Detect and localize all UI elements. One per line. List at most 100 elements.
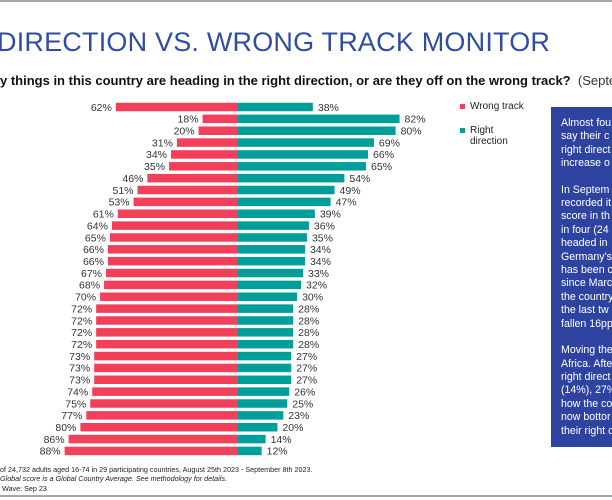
question-text: y things in this country are heading in … [0,73,571,88]
label-right-direction: 82% [405,114,426,126]
bar-wrong-track [100,292,238,302]
bar-wrong-track [96,316,238,325]
bar-right-direction [238,422,278,432]
commentary-line: score in th [561,210,610,223]
bar-wrong-track [107,245,238,254]
commentary-line: now bottor [561,411,611,424]
label-wrong-track: 61% [93,209,114,221]
bar-right-direction [238,339,294,349]
bar-wrong-track [137,185,238,195]
label-right-direction: 28% [298,315,319,327]
label-wrong-track: 77% [61,410,82,422]
label-wrong-track: 35% [144,161,165,173]
bar-wrong-track [117,209,238,218]
bar-right-direction [238,197,331,207]
bar-wrong-track [107,256,238,266]
commentary-line: Almost fou [561,117,612,129]
legend-label-right-1: Right [470,125,494,136]
footnote-wave: Wave: Sep 23 [2,484,47,493]
label-right-direction: 20% [282,422,303,434]
label-wrong-track: 80% [55,422,76,434]
commentary-box: Almost fou say their c right direct increas… [551,107,612,447]
bar-right-direction [238,446,262,456]
commentary-line: increase o [561,157,610,170]
bar-right-direction [238,209,315,218]
bar-wrong-track [68,434,238,444]
label-right-direction: 65% [371,161,392,173]
bar-right-direction [238,387,290,396]
label-right-direction: 34% [310,256,331,268]
label-wrong-track: 53% [109,197,130,209]
commentary-line: fallen 16pp [561,317,612,330]
bar-wrong-track [109,233,238,242]
label-right-direction: 23% [288,410,309,422]
bar-right-direction [238,375,292,385]
label-wrong-track: 67% [81,268,102,280]
bar-wrong-track [171,150,238,159]
commentary-line: the country [561,290,612,303]
bar-wrong-track [86,411,238,420]
label-wrong-track: 73% [69,351,90,363]
label-wrong-track: 72% [71,327,92,339]
bar-wrong-track [111,221,238,230]
legend-label-right: Right direction [470,125,508,147]
label-wrong-track: 68% [79,280,100,292]
label-wrong-track: 46% [122,173,143,185]
bar-right-direction [238,114,400,124]
bottom-divider [0,495,612,497]
label-right-direction: 36% [314,220,335,232]
bar-wrong-track [169,162,238,171]
label-right-direction: 33% [308,268,329,280]
label-right-direction: 12% [267,446,288,458]
label-wrong-track: 65% [85,232,106,244]
legend-label-right-2: direction [470,136,508,147]
label-wrong-track: 20% [174,126,195,138]
label-wrong-track: 72% [71,315,92,327]
label-right-direction: 30% [302,292,323,304]
commentary-line: say their c [561,130,610,143]
label-right-direction: 39% [320,209,341,221]
commentary-line: since Marc [561,277,612,290]
label-wrong-track: 86% [44,434,65,446]
commentary-line: their right c [561,424,612,437]
bar-right-direction [238,173,345,183]
bar-right-direction [238,316,294,325]
label-wrong-track: 66% [83,244,104,256]
legend-swatch-wrong [460,104,465,109]
commentary-line: headed in [561,237,608,250]
commentary-line: right direct [561,143,611,156]
bar-wrong-track [104,280,238,290]
bar-right-direction [238,399,288,408]
bar-right-direction [238,233,307,242]
bar-wrong-track [198,126,238,135]
commentary-line: has been c [561,264,612,277]
bar-wrong-track [90,399,238,408]
label-right-direction: 49% [340,185,361,197]
label-wrong-track: 72% [71,339,92,351]
bar-right-direction [238,221,309,230]
label-wrong-track: 64% [87,220,108,232]
bar-wrong-track [92,387,238,396]
bar-wrong-track [94,375,238,385]
commentary-paragraph: Almost fou say their c right direct increas… [561,117,612,171]
bar-right-direction [238,268,304,278]
top-divider [0,0,612,2]
label-right-direction: 69% [379,137,400,149]
commentary-line: In Septem [561,183,610,196]
bar-right-direction [238,256,305,266]
page-title: DIRECTION VS. WRONG TRACK MONITOR [0,27,551,57]
bar-right-direction [238,126,396,135]
commentary-line: in four (24 [561,223,609,236]
bar-right-direction [238,162,367,171]
footnote-global: Global score is a Global Country Average… [0,474,227,483]
commentary-line: Germany's [561,250,612,263]
commentary-line: the last tw [561,304,609,317]
legend-swatch-right [460,128,465,133]
label-right-direction: 38% [318,102,339,114]
label-right-direction: 27% [296,363,317,375]
bar-right-direction [238,363,292,373]
bar-wrong-track [96,328,238,337]
commentary-paragraph: In Septem recorded it score in th in four (… [561,184,612,331]
commentary-line: Moving the [561,344,612,357]
